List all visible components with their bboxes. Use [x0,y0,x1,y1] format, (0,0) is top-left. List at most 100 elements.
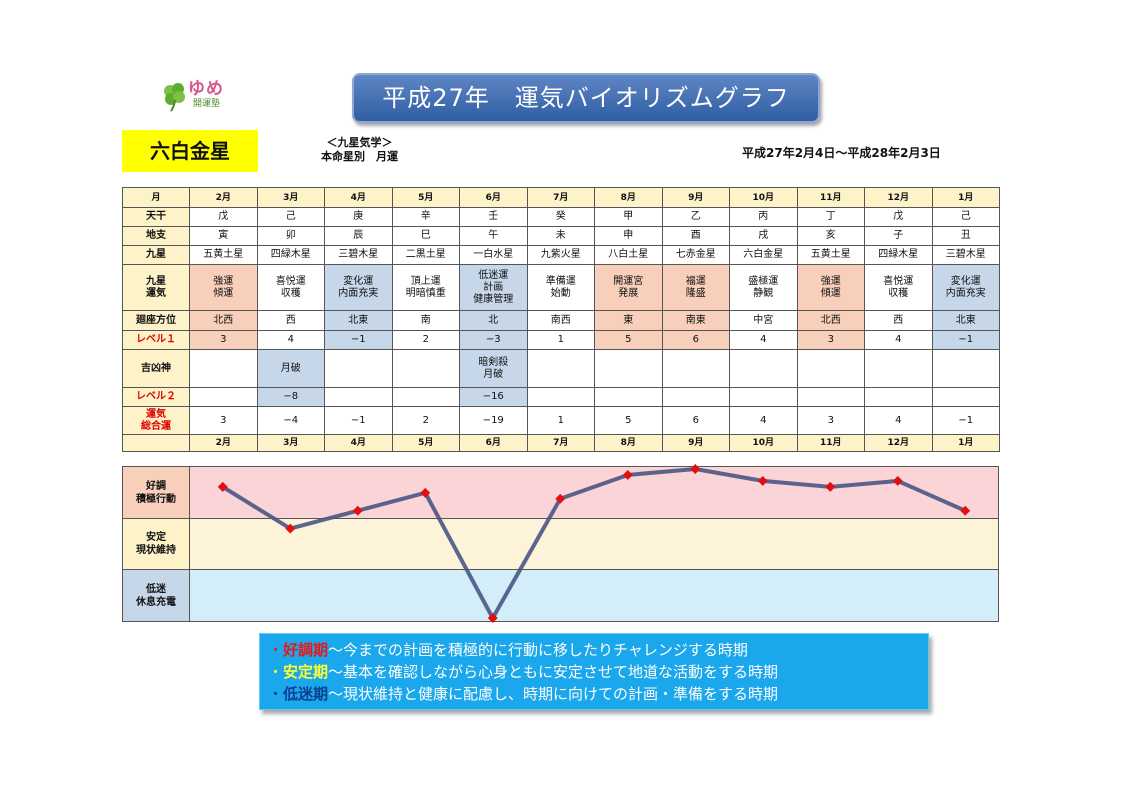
unki-text: 傾運 [213,287,234,299]
total-cell: 5 [594,406,663,435]
unki-text: 健康管理 [473,293,514,305]
unki-text: 頂上運 [410,275,441,287]
unki-text: 強運 [820,275,841,287]
direction-cell: 北東 [324,310,393,331]
unki-text: 内面充実 [945,287,986,299]
unki-text: 発展 [618,287,639,299]
legend-good-text: ～今までの計画を積極的に行動に移したりチャレンジする時期 [328,641,748,659]
direction-cell: 北 [459,310,528,331]
unki-text: 低迷運 [478,269,509,281]
level2-cell [189,387,258,407]
total-cell: 3 [796,406,865,435]
level1-cell: 1 [526,330,595,350]
level2-cell: −16 [459,387,528,407]
direction-cell: 西 [256,310,325,331]
month-cell: 9月 [661,187,730,208]
tenkan-label-text: 天干 [146,211,166,222]
chishi-cell: 戌 [729,226,798,246]
biorhythm-line-chart [217,464,971,623]
data-point-12月 [892,475,903,486]
kikkyo-cell [729,349,798,388]
zone-low: 低迷 休息充電 [122,569,999,622]
subtitle: ＜九星気学＞ 本命星別 月運 [312,136,407,164]
month-cell: 4月 [324,187,393,208]
zone-stable-area [190,519,998,569]
unki-text: 開運宮 [613,275,644,287]
period-range: 平成27年2月4日～平成28年2月3日 [742,146,941,160]
kusei-cell: 一白水星 [459,245,528,265]
level1-cell: 6 [661,330,730,350]
chishi-row: 地支 寅卯辰巳午未申酉戌亥子丑 [122,226,1000,246]
zone-low-area [190,570,998,621]
tenkan-cell: 壬 [459,207,528,227]
unki-text: 収穫 [888,287,909,299]
chishi-label-text: 地支 [146,230,166,241]
legend-box: ・好調期～今までの計画を積極的に行動に移したりチャレンジする時期 ・安定期～基本… [259,633,929,710]
level1-cell: 4 [256,330,325,350]
chishi-cell: 寅 [189,226,258,246]
month-cell: 5月 [391,187,460,208]
month2-cell: 8月 [594,434,663,452]
subtitle-line2: 本命星別 月運 [321,150,398,163]
kikkyo-label: 吉凶神 [122,349,190,388]
month2-cell: 10月 [729,434,798,452]
zone-low-label-2: 休息充電 [136,596,176,608]
data-point-8月 [622,470,633,480]
kikkyo-cell: 暗剣殺 月破 [459,349,528,388]
month2-cell: 11月 [796,434,865,452]
data-point-9月 [690,464,701,474]
level2-cell [324,387,393,407]
total-label-text: 運気 [146,408,166,420]
total-cell: 3 [189,406,258,435]
unki-cell: 変化運 内面充実 [324,264,393,311]
series-line [221,467,967,620]
total-row: 運気 総合運 3 −4 −1 2 −19 1 5 6 4 3 4 −1 [122,406,1000,435]
level1-cell: 5 [594,330,663,350]
month-cell: 3月 [256,187,325,208]
kusei-row: 九星 五黄土星 四緑木星 三碧木星 二黒土星 一白水星 九紫火星 八白土星 七赤金星 六白金星 五黄… [122,245,1000,265]
tenkan-cell: 辛 [391,207,460,227]
direction-label-text: 廻座方位 [136,314,176,326]
month2-cell: 6月 [459,434,528,452]
direction-cell: 北西 [796,310,865,331]
unki-text: 喜悦運 [883,275,914,287]
kikkyo-cell [864,349,933,388]
unki-text: 変化運 [950,275,981,287]
kusei-cell: 三碧木星 [931,245,1000,265]
unki-text: 静観 [753,287,774,299]
star-name-badge: 六白金星 [122,130,258,172]
unki-label: 九星 運気 [122,264,190,311]
month2-cell: 9月 [661,434,730,452]
level2-cell [729,387,798,407]
level1-label: レベル１ [122,330,190,350]
kusei-cell: 五黄土星 [796,245,865,265]
level1-cell: 2 [391,330,460,350]
unki-text: 変化運 [343,275,374,287]
chishi-cell: 辰 [324,226,393,246]
level1-cell: −3 [459,330,528,350]
unki-cell: 強運 傾運 [189,264,258,311]
tenkan-cell: 戊 [864,207,933,227]
chishi-cell: 亥 [796,226,865,246]
chishi-cell: 子 [864,226,933,246]
kusei-label-text: 九星 [146,249,166,260]
data-point-10月 [757,475,768,486]
zone-good-label-1: 好調 [146,480,166,492]
level1-cell: 4 [729,330,798,350]
tenkan-cell: 己 [256,207,325,227]
legend-stable-key: 安定期 [283,663,329,681]
zone-low-label: 低迷 休息充電 [123,570,190,621]
month2-cell: 1月 [931,434,1000,452]
total-cell: −19 [459,406,528,435]
kikkyo-cell: 月破 [256,349,325,388]
direction-cell: 中宮 [729,310,798,331]
direction-cell: 南西 [526,310,595,331]
level2-cell [526,387,595,407]
month2-cell: 5月 [391,434,460,452]
data-point-11月 [825,481,836,492]
tenkan-cell: 庚 [324,207,393,227]
chishi-cell: 申 [594,226,663,246]
total-cell: 4 [729,406,798,435]
kikkyo-cell [324,349,393,388]
kikkyo-text: 月破 [483,368,504,380]
